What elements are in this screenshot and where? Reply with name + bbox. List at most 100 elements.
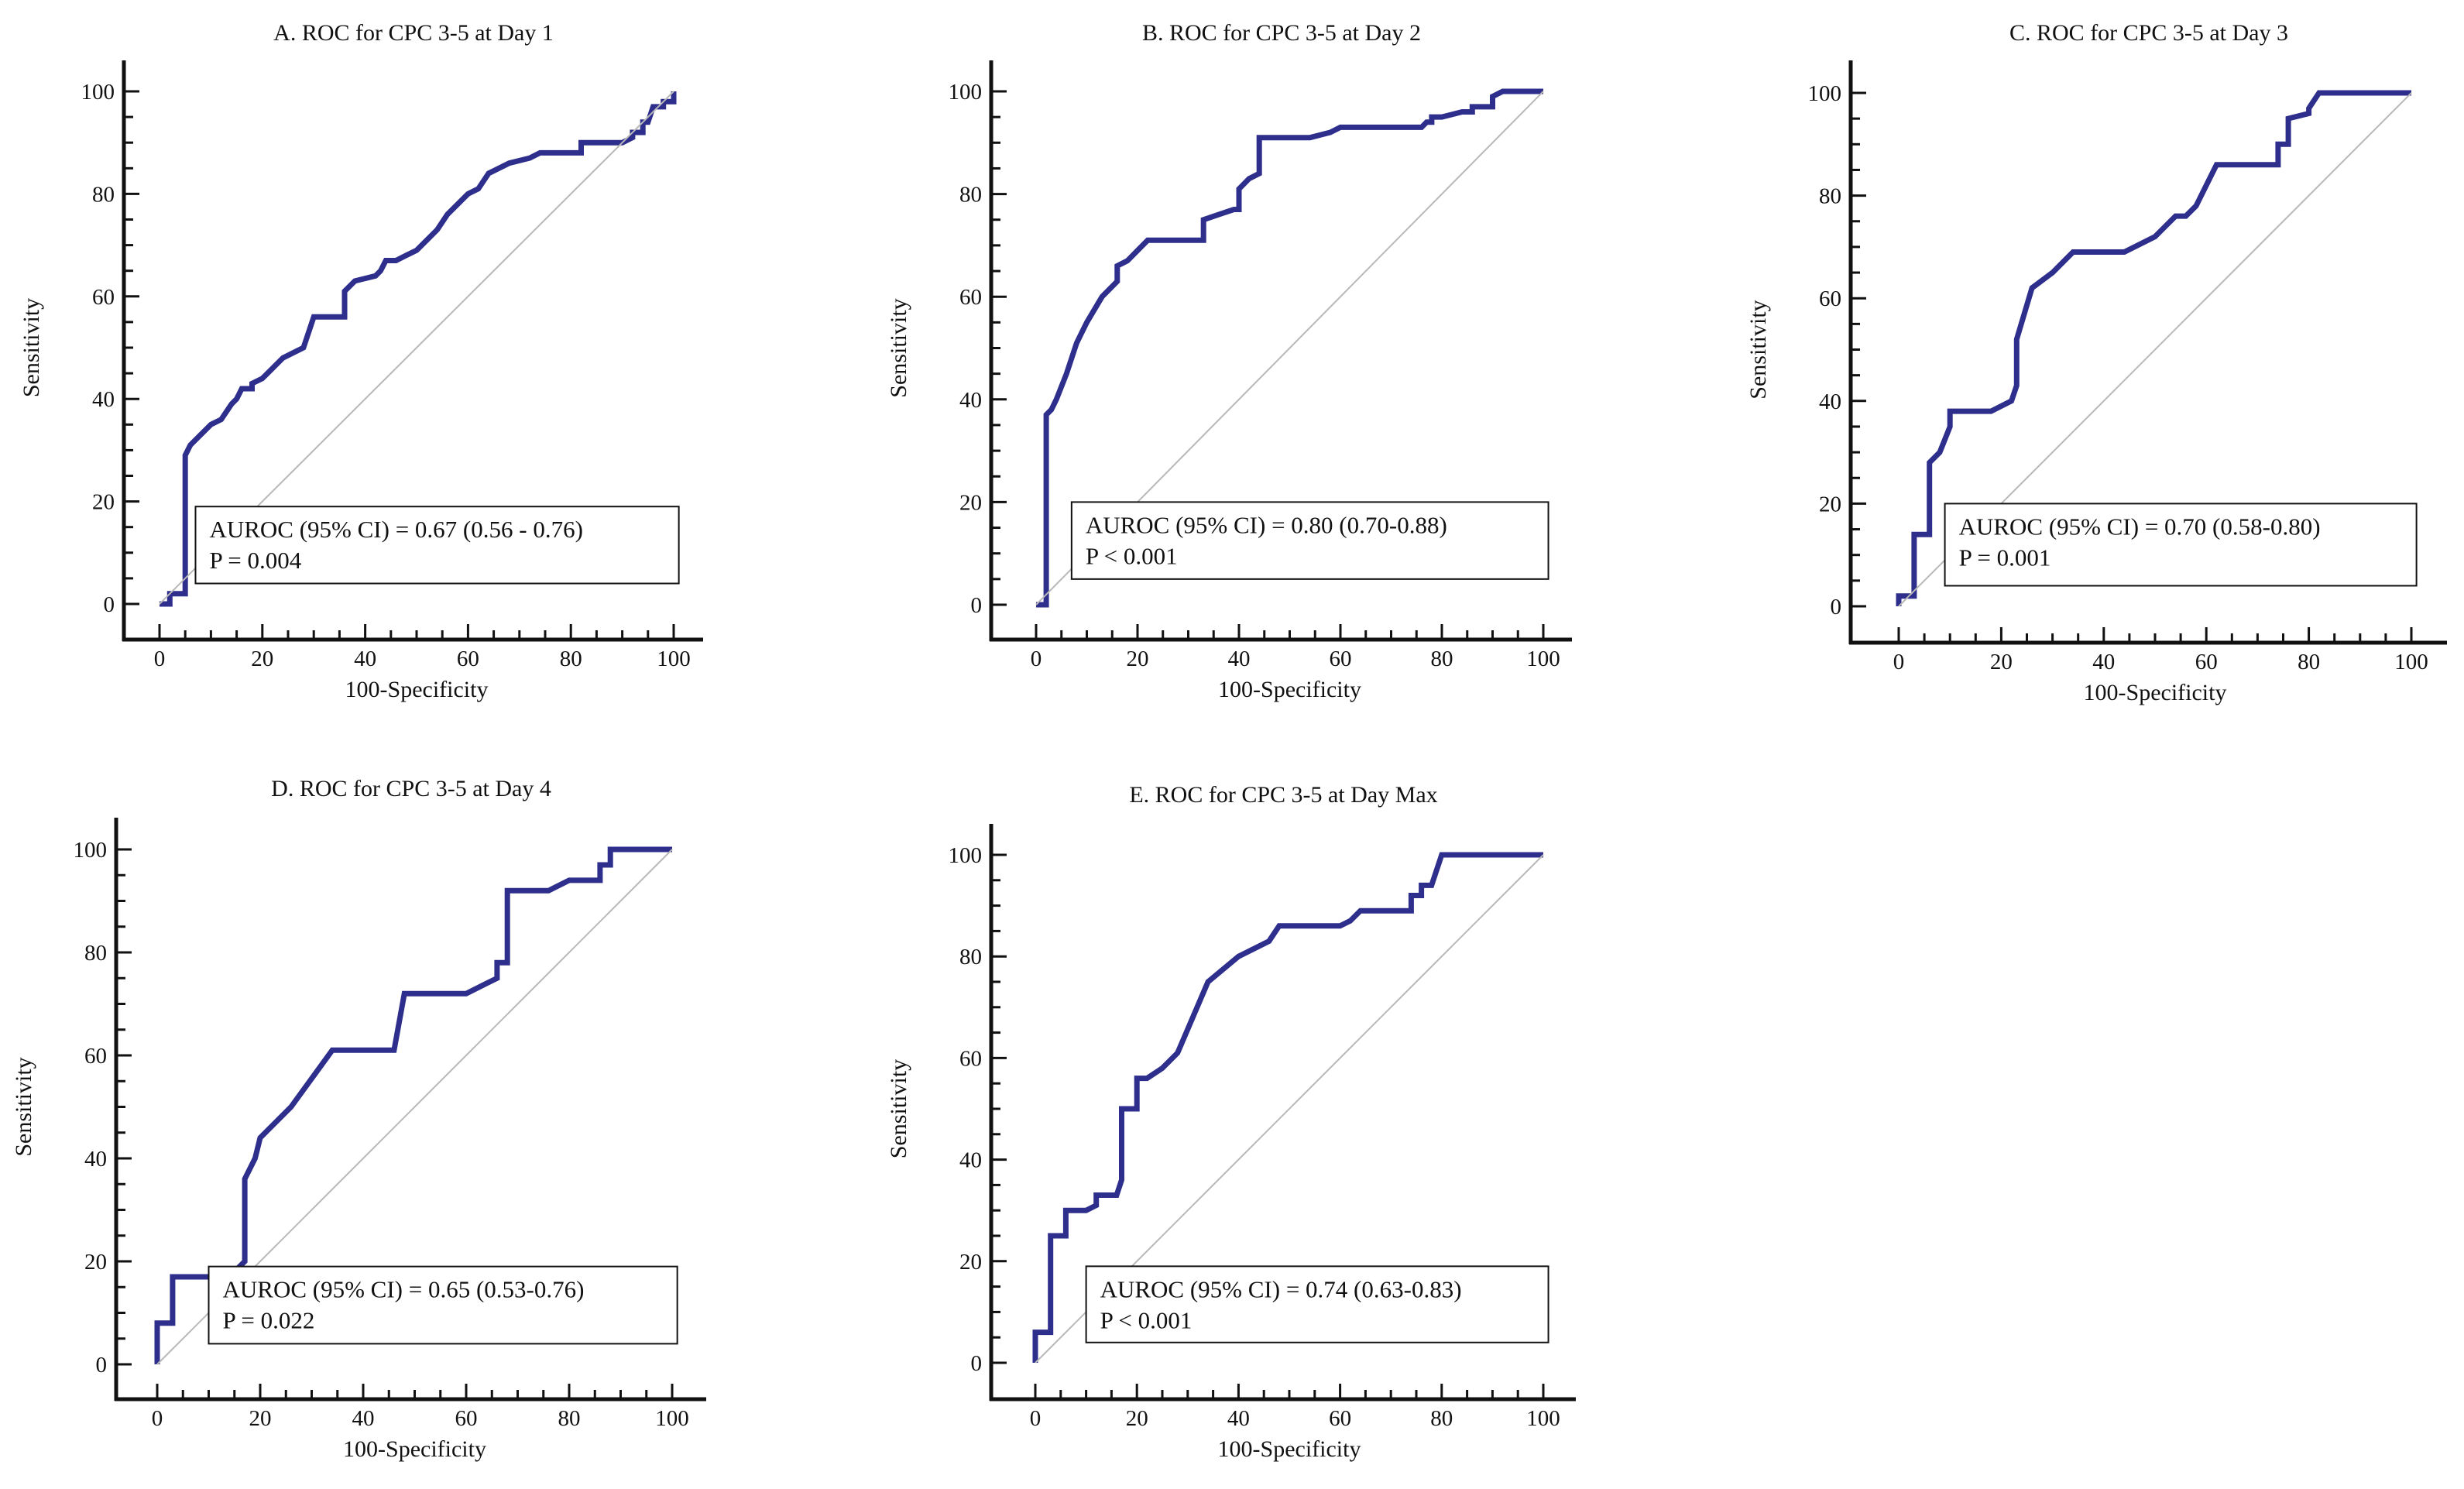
y-tick-label: 20 — [92, 490, 115, 515]
auroc-annotation-box — [1070, 501, 1549, 580]
y-tick-label: 40 — [92, 387, 115, 412]
x-tick-label: 100 — [2394, 650, 2428, 674]
y-tick-label: 100 — [81, 80, 115, 105]
y-axis-label: Sensitivity — [11, 1057, 36, 1156]
y-tick-label: 40 — [84, 1147, 107, 1172]
chart-title: C. ROC for CPC 3-5 at Day 3 — [2009, 20, 2288, 46]
roc-curve-line — [160, 91, 677, 607]
y-tick-label: 0 — [971, 593, 983, 618]
y-tick-label: 100 — [1808, 81, 1842, 106]
x-tick-label: 0 — [152, 1406, 163, 1431]
roc-curve-line — [1036, 88, 1543, 608]
chart-title: B. ROC for CPC 3-5 at Day 2 — [1142, 20, 1421, 46]
x-tick-label: 80 — [558, 1406, 581, 1431]
x-tick-label: 60 — [455, 1406, 478, 1431]
y-tick-label: 20 — [959, 1250, 982, 1275]
x-tick-label: 100 — [657, 647, 691, 671]
x-axis-label: 100-Specificity — [343, 1436, 486, 1462]
x-tick-label: 80 — [1431, 647, 1453, 671]
x-tick-label: 60 — [1330, 647, 1352, 671]
p-value: P < 0.001 — [1100, 1306, 1193, 1333]
x-tick-label: 40 — [1227, 1406, 1250, 1431]
y-tick-label: 20 — [1819, 492, 1841, 516]
y-tick-label: 80 — [92, 182, 115, 207]
x-tick-label: 80 — [560, 647, 582, 671]
y-tick-label: 80 — [959, 945, 982, 969]
y-tick-label: 100 — [949, 843, 983, 868]
x-tick-label: 40 — [352, 1406, 375, 1431]
x-tick-label: 100 — [1526, 1406, 1560, 1431]
auroc-annotation-box — [208, 1265, 678, 1345]
y-tick-label: 80 — [84, 941, 107, 966]
x-tick-label: 20 — [1126, 1406, 1148, 1431]
x-tick-label: 0 — [1893, 650, 1905, 674]
auroc-value: AUROC (95% CI) = 0.67 (0.56 - 0.76) — [209, 516, 582, 543]
x-tick-label: 100 — [655, 1406, 689, 1431]
y-tick-label: 20 — [84, 1250, 107, 1275]
x-axis-label: 100-Specificity — [1218, 1436, 1361, 1462]
roc-panel-a: A. ROC for CPC 3-5 at Day 1 0 20 40 60 80 100 0… — [19, 20, 703, 702]
y-tick-label: 40 — [1819, 389, 1841, 414]
chart-title: A. ROC for CPC 3-5 at Day 1 — [273, 20, 554, 46]
y-axis-label: Sensitivity — [19, 298, 44, 397]
y-tick-label: 100 — [74, 838, 108, 863]
y-tick-label: 40 — [959, 1148, 982, 1173]
roc-curve-line — [1896, 90, 2411, 606]
x-axis-label: 100-Specificity — [2084, 680, 2227, 705]
x-tick-label: 0 — [1031, 647, 1042, 671]
auroc-annotation-box — [1085, 1265, 1549, 1343]
y-tick-label: 0 — [96, 1353, 108, 1377]
y-tick-label: 80 — [1819, 184, 1841, 209]
x-tick-label: 40 — [354, 647, 376, 671]
auroc-annotation-box — [1944, 503, 2418, 587]
roc-panel-d: D. ROC for CPC 3-5 at Day 4 0 20 40 60 80 100 0… — [11, 776, 706, 1462]
y-tick-label: 20 — [959, 490, 982, 515]
auroc-value: AUROC (95% CI) = 0.70 (0.58-0.80) — [1959, 513, 2321, 540]
y-tick-label: 60 — [92, 285, 115, 310]
x-tick-label: 60 — [1329, 1406, 1351, 1431]
y-tick-label: 60 — [959, 285, 982, 310]
y-tick-label: 0 — [1831, 595, 1842, 619]
roc-panel-b: B. ROC for CPC 3-5 at Day 2 0 20 40 60 80 100 0… — [886, 20, 1572, 702]
x-tick-label: 40 — [2092, 650, 2115, 674]
y-tick-label: 60 — [959, 1046, 982, 1071]
y-tick-label: 0 — [104, 592, 115, 617]
y-tick-label: 100 — [949, 80, 983, 105]
y-tick-label: 0 — [971, 1351, 983, 1376]
y-axis-label: Sensitivity — [886, 1059, 911, 1158]
x-tick-label: 20 — [249, 1406, 272, 1431]
auroc-value: AUROC (95% CI) = 0.65 (0.53-0.76) — [223, 1276, 585, 1303]
y-tick-label: 80 — [959, 183, 982, 208]
chart-title: D. ROC for CPC 3-5 at Day 4 — [271, 776, 551, 801]
x-tick-label: 0 — [1030, 1406, 1042, 1431]
y-axis-label: Sensitivity — [1745, 300, 1771, 399]
p-value: P = 0.001 — [1959, 544, 2051, 571]
p-value: P < 0.001 — [1086, 542, 1178, 569]
x-tick-label: 80 — [1430, 1406, 1453, 1431]
x-tick-label: 20 — [1990, 650, 2013, 674]
x-axis-label: 100-Specificity — [345, 677, 489, 702]
x-tick-label: 60 — [457, 647, 479, 671]
y-tick-label: 60 — [84, 1044, 107, 1069]
roc-panel-c: C. ROC for CPC 3-5 at Day 3 0 20 40 60 80 100 0… — [1745, 20, 2447, 705]
x-tick-label: 100 — [1526, 647, 1560, 671]
p-value: P = 0.022 — [223, 1307, 315, 1334]
x-tick-label: 20 — [1127, 647, 1149, 671]
x-tick-label: 20 — [251, 647, 273, 671]
auroc-annotation-box — [194, 506, 680, 585]
chart-title: E. ROC for CPC 3-5 at Day Max — [1129, 782, 1437, 808]
x-tick-label: 40 — [1228, 647, 1251, 671]
auroc-value: AUROC (95% CI) = 0.80 (0.70-0.88) — [1086, 511, 1447, 538]
x-tick-label: 60 — [2195, 650, 2218, 674]
x-tick-label: 80 — [2298, 650, 2320, 674]
auroc-value: AUROC (95% CI) = 0.74 (0.63-0.83) — [1100, 1275, 1462, 1302]
y-axis-label: Sensitivity — [886, 298, 911, 397]
roc-panel-e: E. ROC for CPC 3-5 at Day Max 0 20 40 60 80 10… — [886, 782, 1576, 1462]
y-tick-label: 40 — [959, 388, 982, 413]
x-axis-label: 100-Specificity — [1218, 677, 1361, 702]
x-tick-label: 0 — [154, 647, 166, 671]
roc-curve-line — [1032, 852, 1543, 1363]
p-value: P = 0.004 — [209, 547, 301, 574]
y-tick-label: 60 — [1819, 286, 1841, 311]
